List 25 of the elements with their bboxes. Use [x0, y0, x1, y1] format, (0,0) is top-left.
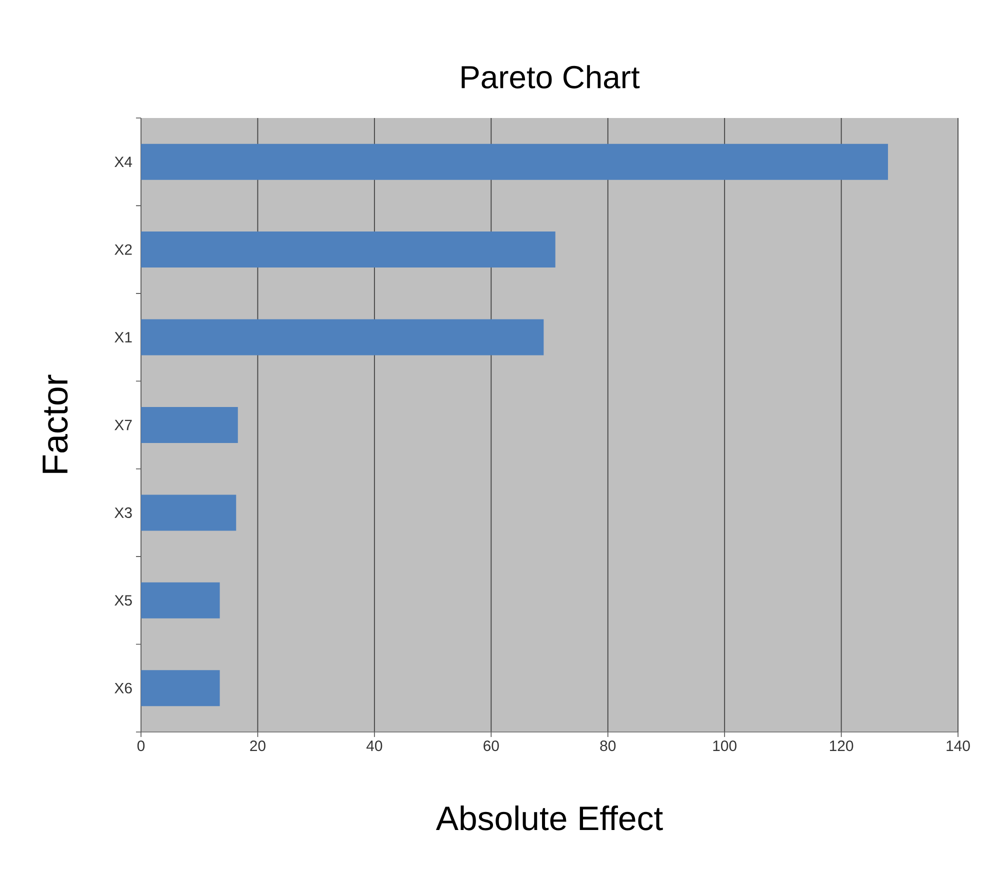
x-tick-label: 80	[600, 740, 616, 752]
bar	[141, 494, 236, 531]
y-tick-label: X3	[114, 507, 132, 518]
bar	[141, 670, 220, 706]
bar	[141, 406, 238, 443]
x-tick-label: 40	[366, 740, 382, 752]
bar	[141, 232, 556, 268]
x-tick-label: 100	[713, 740, 736, 752]
x-tick-label: 120	[830, 740, 854, 752]
y-tick-label: X6	[114, 682, 132, 694]
bar	[141, 319, 544, 356]
y-tick-label: X7	[114, 420, 132, 430]
x-tick-label: 140	[946, 740, 970, 752]
chart-title: Pareto Chart	[462, 65, 640, 88]
x-axis-title: Absolute Effect	[436, 806, 663, 830]
y-tick-label: X5	[114, 595, 132, 606]
y-tick-label: X2	[114, 244, 132, 255]
bar	[141, 582, 220, 618]
y-tick-label: X4	[114, 156, 132, 167]
y-tick-label: X1	[114, 332, 132, 342]
x-tick-label: 60	[484, 740, 499, 752]
bar	[141, 144, 888, 180]
x-tick-label: 20	[250, 740, 266, 752]
y-axis-title: Factor	[42, 374, 68, 473]
x-tick-label: 0	[137, 740, 145, 752]
